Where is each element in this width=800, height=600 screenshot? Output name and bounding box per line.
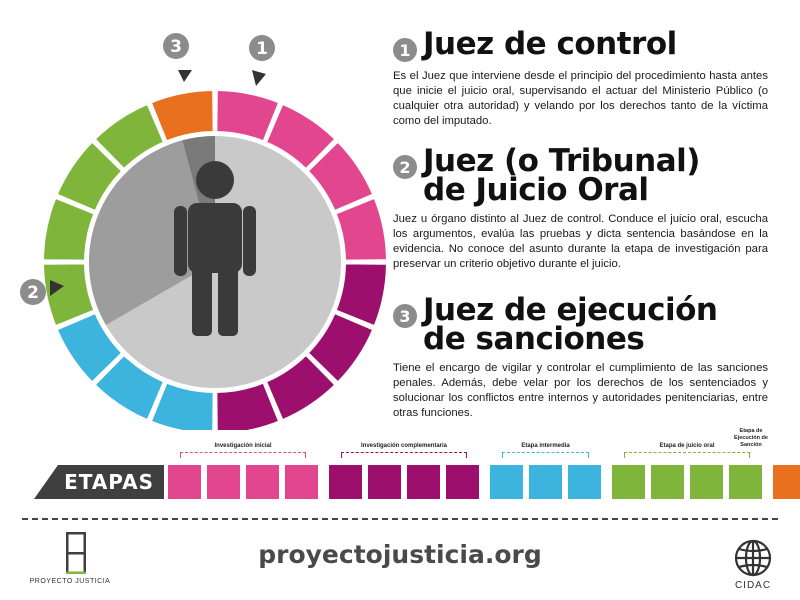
section-number-2: 2 (393, 155, 417, 179)
proyecto-justicia-logo: PROYECTO JUSTICIA (20, 530, 120, 590)
wheel-segment-2-2 (55, 311, 124, 384)
section-juez-juicio-oral: 2 Juez (o Tribunal) de Juicio Oral Juez … (393, 146, 768, 272)
marker-label-1: 1 (256, 39, 268, 59)
person-left-leg-icon (192, 262, 212, 336)
stage-box (329, 465, 362, 499)
person-body-icon (188, 203, 242, 273)
wheel-segment-3-1 (41, 196, 96, 262)
section-number-3: 3 (393, 304, 417, 328)
section-title-2-line1: Juez (o Tribunal) (423, 143, 700, 179)
stage-group-label: Etapa de juicio oral (659, 443, 715, 449)
section-title-2: Juez (o Tribunal) de Juicio Oral (423, 146, 700, 208)
stage-box (651, 465, 684, 499)
wheel-segment-4-0 (149, 88, 215, 143)
stage-box (690, 465, 723, 499)
section-title-3-line1: Juez de ejecución (423, 292, 718, 328)
marker-arrow-3-icon (178, 70, 192, 82)
proyecto-justicia-text: PROYECTO JUSTICIA (29, 578, 111, 585)
marker-circle-2 (20, 279, 46, 305)
globe-icon (734, 539, 772, 577)
stage-group-label: Etapa intermedia (521, 443, 570, 449)
cidac-text: CIDAC (734, 580, 772, 591)
section-number-1: 1 (393, 38, 417, 62)
wheel-segment-1-1 (306, 311, 375, 384)
proyecto-justicia-logo-icon (66, 532, 86, 574)
marker-arrow-1-icon (252, 70, 266, 86)
person-right-arm-icon (243, 206, 256, 276)
stage-box (612, 465, 645, 499)
wheel-segment-3-2 (55, 140, 124, 213)
section-title-2-line2: de Juicio Oral (423, 172, 649, 208)
wheel-segment-0-2 (306, 140, 375, 213)
marker-circle-3 (163, 33, 189, 59)
wheel-segment-3-0 (41, 262, 96, 328)
section-title-1: Juez de control (423, 26, 677, 62)
stage-group-label: Investigación inicial (214, 443, 272, 449)
stage-group-label: Investigación complementaria (360, 443, 448, 449)
stage-box (490, 465, 523, 499)
stage-box (285, 465, 318, 499)
marker-arrow-2-icon (50, 280, 64, 296)
marker-label-3: 3 (170, 37, 182, 57)
wheel-segment-1-0 (334, 262, 389, 328)
section-title-3: Juez de ejecución de sanciones (423, 295, 718, 357)
section-title-3-line2: de sanciones (423, 321, 645, 357)
person-left-arm-icon (174, 206, 187, 276)
footer-divider (22, 518, 778, 520)
cidac-logo: CIDAC (722, 538, 784, 594)
person-right-leg-icon (218, 262, 238, 336)
section-body-2: Juez u órgano distinto al Juez de contro… (393, 213, 768, 270)
stage-box (729, 465, 762, 499)
wheel-segment-2-1 (93, 353, 166, 422)
stages-wheel: 1 2 3 (20, 33, 389, 430)
wheel-segment-0-1 (264, 102, 337, 171)
wheel-segment-1-2 (264, 353, 337, 422)
stage-box (368, 465, 401, 499)
marker-circle-1 (249, 35, 275, 61)
stage-box (773, 465, 800, 499)
stage-box (168, 465, 201, 499)
section-body-1: Es el Juez que interviene desde el princ… (393, 70, 768, 127)
section-juez-control: 1 Juez de control Es el Juez que intervi… (393, 26, 768, 129)
website-link[interactable]: proyectojusticia.org (258, 540, 542, 569)
stage-group-bracket (180, 452, 306, 458)
stage-box (529, 465, 562, 499)
marker-label-2: 2 (27, 283, 39, 303)
stage-group-label-ejecucion: Etapa de Ejecución de Sanción (734, 428, 768, 448)
section-body-3: Tiene el encargo de vigilar y controlar … (393, 362, 768, 419)
stage-box (246, 465, 279, 499)
section-juez-ejecucion: 3 Juez de ejecución de sanciones Tiene e… (393, 295, 768, 421)
stage-box (207, 465, 240, 499)
stage-group-bracket (624, 452, 750, 458)
wheel-segment-0-0 (215, 88, 281, 143)
wheel-segment-1-3 (215, 381, 281, 430)
etapas-label: ETAPAS (34, 465, 164, 499)
wheel-segment-2-0 (149, 381, 215, 430)
stage-box (568, 465, 601, 499)
person-head-icon (196, 161, 234, 199)
stage-box (446, 465, 479, 499)
wheel-segment-3-3 (93, 102, 166, 171)
wheel-segment-0-3 (334, 196, 389, 262)
wheel-wedge-dark (88, 140, 215, 325)
stage-group-bracket (341, 452, 467, 458)
stage-group-bracket (502, 452, 589, 458)
stage-box (407, 465, 440, 499)
